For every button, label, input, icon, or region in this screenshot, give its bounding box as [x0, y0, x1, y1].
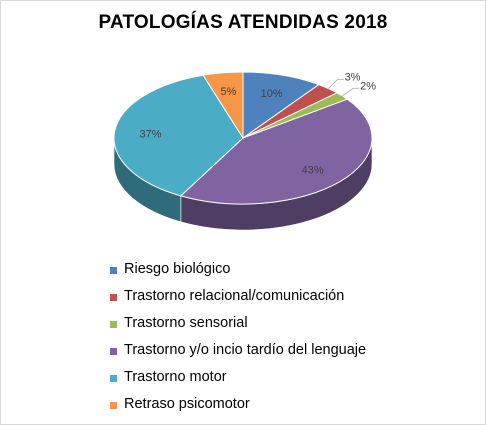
data-label: 2%: [360, 80, 376, 92]
legend-label: Riesgo biológico: [124, 261, 231, 277]
data-label: 37%: [140, 129, 162, 141]
legend-swatch: [110, 320, 117, 328]
pie-slice: [242, 71, 320, 139]
chart-legend: Riesgo biológico Trastorno relacional/com…: [110, 256, 366, 418]
legend-item: Trastorno y/o incio tardío del lenguaje: [110, 337, 366, 364]
pie-slice: [202, 71, 244, 140]
chart-title: PATOLOGÍAS ATENDIDAS 2018: [98, 12, 388, 33]
legend-item: Retraso psicomotor: [110, 391, 366, 418]
legend-label: Retraso psicomotor: [124, 396, 250, 412]
legend-label: Trastorno motor: [124, 369, 227, 385]
legend-swatch: [110, 401, 117, 409]
pie-slice: [179, 98, 373, 205]
legend-label: Trastorno y/o incio tardío del lenguaje: [124, 342, 367, 358]
legend-label: Trastorno sensorial: [124, 315, 248, 331]
data-label: 3%: [345, 71, 361, 83]
legend-item: Trastorno motor: [110, 364, 366, 391]
legend-item: Trastorno relacional/comunicación: [110, 283, 366, 310]
data-label: 5%: [221, 86, 237, 98]
leader-line: [342, 87, 360, 97]
legend-swatch: [110, 374, 117, 382]
legend-swatch: [110, 347, 117, 355]
data-label: 43%: [302, 164, 324, 176]
legend-label: Trastorno relacional/comunicación: [124, 288, 345, 304]
legend-swatch: [110, 293, 117, 301]
data-label: 10%: [261, 88, 283, 100]
leader-line: [328, 79, 344, 89]
legend-item: Trastorno sensorial: [110, 310, 366, 337]
legend-item: Riesgo biológico: [110, 256, 366, 283]
pie-slice: [113, 74, 244, 197]
legend-swatch: [110, 266, 117, 274]
